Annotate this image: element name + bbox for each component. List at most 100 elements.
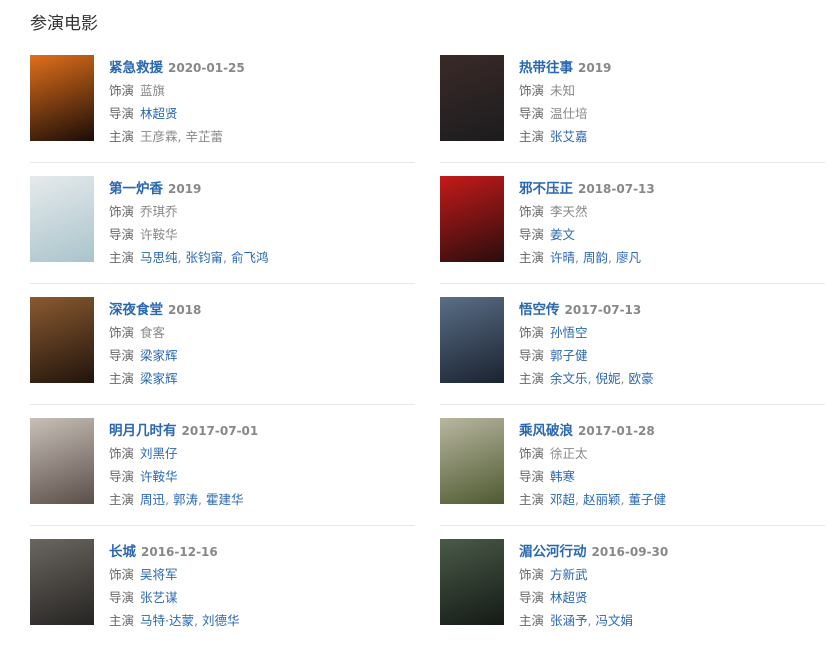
movie-poster[interactable] <box>440 176 504 262</box>
person-link[interactable]: 韩寒 <box>550 469 576 484</box>
movie-poster[interactable] <box>30 55 94 141</box>
person-name: 辛芷蕾 <box>185 129 223 144</box>
movie-poster[interactable] <box>440 55 504 141</box>
person-link[interactable]: 马思纯 <box>140 250 178 265</box>
person-link[interactable]: 欧豪 <box>628 371 654 386</box>
movie-item: 长城 2016-12-16 饰演 吴将军导演 张艺谋主演 马特·达蒙, 刘德华 <box>30 539 415 660</box>
role-line: 饰演 乔琪乔 <box>109 204 268 220</box>
cast-line: 主演 邓超, 赵丽颖, 董子健 <box>519 492 666 508</box>
director-line: 导演 林超贤 <box>519 590 668 606</box>
person-link[interactable]: 邓超 <box>550 492 576 507</box>
person-link[interactable]: 方新武 <box>550 567 588 582</box>
person-name: 蓝旗 <box>140 83 166 98</box>
movie-info: 明月几时有 2017-07-01 饰演 刘黑仔 导演 许鞍华 主演 周迅, 郭涛, 霍建华 <box>109 419 258 508</box>
person-name: 未知 <box>550 83 576 98</box>
cast-label: 主演 <box>109 613 135 628</box>
role-label: 饰演 <box>109 204 135 219</box>
person-link[interactable]: 倪妮 <box>595 371 621 386</box>
cast-label: 主演 <box>109 129 135 144</box>
movie-title-link[interactable]: 邪不压正 <box>519 181 573 197</box>
title-line: 长城 2016-12-16 <box>109 540 239 560</box>
person-link[interactable]: 张艺谋 <box>140 590 178 605</box>
movie-poster[interactable] <box>30 539 94 625</box>
separator: , <box>177 250 186 265</box>
person-link[interactable]: 刘德华 <box>201 613 240 628</box>
title-line: 紧急救援 2020-01-25 <box>109 56 245 76</box>
director-line: 导演 梁家辉 <box>109 348 201 364</box>
release-date: 2019 <box>578 61 612 75</box>
movie-title-link[interactable]: 悟空传 <box>519 302 560 318</box>
person-link[interactable]: 廖凡 <box>615 250 641 265</box>
movie-poster[interactable] <box>440 539 504 625</box>
release-date: 2018 <box>168 303 202 317</box>
title-line: 乘风破浪 2017-01-28 <box>519 419 666 439</box>
person-link[interactable]: 郭子健 <box>550 348 588 363</box>
person-link[interactable]: 吴将军 <box>140 567 178 582</box>
person-link[interactable]: 余文乐 <box>550 371 588 386</box>
person-link[interactable]: 俞飞鸿 <box>230 250 269 265</box>
person-link[interactable]: 孙悟空 <box>550 325 588 340</box>
person-link[interactable]: 许晴 <box>550 250 576 265</box>
movie-info: 深夜食堂 2018 饰演 食客 导演 梁家辉 主演 梁家辉 <box>109 298 201 387</box>
director-label: 导演 <box>519 227 545 242</box>
role-label: 饰演 <box>519 83 545 98</box>
title-line: 深夜食堂 2018 <box>109 298 201 318</box>
separator: , <box>194 613 202 628</box>
person-link[interactable]: 冯文娟 <box>595 613 633 628</box>
movie-title-link[interactable]: 深夜食堂 <box>109 302 163 318</box>
person-link[interactable]: 刘黑仔 <box>140 446 178 461</box>
movie-poster[interactable] <box>440 297 504 383</box>
movie-item: 第一炉香 2019 饰演 乔琪乔 导演 许鞍华 主演 马思纯, 张钧甯, 俞飞鸿 <box>30 176 415 297</box>
separator: , <box>165 492 173 507</box>
person-name: 李天然 <box>550 204 588 219</box>
cast-label: 主演 <box>109 250 135 265</box>
movie-poster[interactable] <box>440 418 504 504</box>
person-name: 温仕培 <box>550 106 588 121</box>
movie-title-link[interactable]: 紧急救援 <box>109 60 163 76</box>
person-link[interactable]: 周韵 <box>582 250 608 265</box>
movie-item: 乘风破浪 2017-01-28 饰演 徐正太 导演 韩寒 主演 邓超, 赵丽颖, 董子健 <box>440 418 825 539</box>
director-label: 导演 <box>519 590 545 605</box>
movie-title-link[interactable]: 明月几时有 <box>109 423 177 439</box>
person-link[interactable]: 张钧甯 <box>185 250 223 265</box>
movie-title-link[interactable]: 热带往事 <box>519 60 573 76</box>
movie-item: 深夜食堂 2018 饰演 食客 导演 梁家辉 主演 梁家辉 <box>30 297 415 418</box>
movie-title-link[interactable]: 乘风破浪 <box>519 423 573 439</box>
section-title: 参演电影 <box>30 14 98 34</box>
role-label: 饰演 <box>109 567 135 582</box>
movie-poster[interactable] <box>30 176 94 262</box>
movie-title-link[interactable]: 长城 <box>109 544 136 560</box>
person-link[interactable]: 马特·达蒙 <box>140 613 194 628</box>
person-link[interactable]: 梁家辉 <box>140 371 178 386</box>
person-link[interactable]: 赵丽颖 <box>582 492 621 507</box>
role-line: 饰演 方新武 <box>519 567 668 583</box>
role-label: 饰演 <box>519 204 545 219</box>
movie-info: 邪不压正 2018-07-13 饰演 李天然 导演 姜文 主演 许晴, 周韵, 廖凡 <box>519 177 655 266</box>
movie-poster[interactable] <box>30 297 94 383</box>
movie-info: 紧急救援 2020-01-25 饰演 蓝旗 导演 林超贤 主演 王彦霖, 辛芷蕾 <box>109 56 245 145</box>
movie-info: 长城 2016-12-16 饰演 吴将军导演 张艺谋主演 马特·达蒙, 刘德华 <box>109 540 239 629</box>
separator: , <box>620 492 629 507</box>
person-link[interactable]: 林超贤 <box>140 106 178 121</box>
movie-title-link[interactable]: 湄公河行动 <box>519 544 587 560</box>
director-line: 导演 温仕培 <box>519 106 611 122</box>
movie-title-link[interactable]: 第一炉香 <box>109 181 163 197</box>
separator: , <box>223 250 231 265</box>
person-link[interactable]: 郭涛 <box>172 492 198 507</box>
person-link[interactable]: 许鞍华 <box>140 469 178 484</box>
person-link[interactable]: 董子健 <box>628 492 666 507</box>
role-label: 饰演 <box>109 325 135 340</box>
person-link[interactable]: 梁家辉 <box>140 348 178 363</box>
director-line: 导演 张艺谋 <box>109 590 239 606</box>
role-line: 饰演 李天然 <box>519 204 655 220</box>
person-link[interactable]: 张涵予 <box>550 613 588 628</box>
person-link[interactable]: 林超贤 <box>550 590 588 605</box>
person-link[interactable]: 周迅 <box>140 492 166 507</box>
person-link[interactable]: 张艾嘉 <box>550 129 588 144</box>
person-link[interactable]: 霍建华 <box>205 492 244 507</box>
cast-line: 主演 张艾嘉 <box>519 129 611 145</box>
person-link[interactable]: 姜文 <box>550 227 576 242</box>
movie-poster[interactable] <box>30 418 94 504</box>
movie-item: 明月几时有 2017-07-01 饰演 刘黑仔 导演 许鞍华 主演 周迅, 郭涛, 霍建华 <box>30 418 415 539</box>
title-line: 明月几时有 2017-07-01 <box>109 419 258 439</box>
